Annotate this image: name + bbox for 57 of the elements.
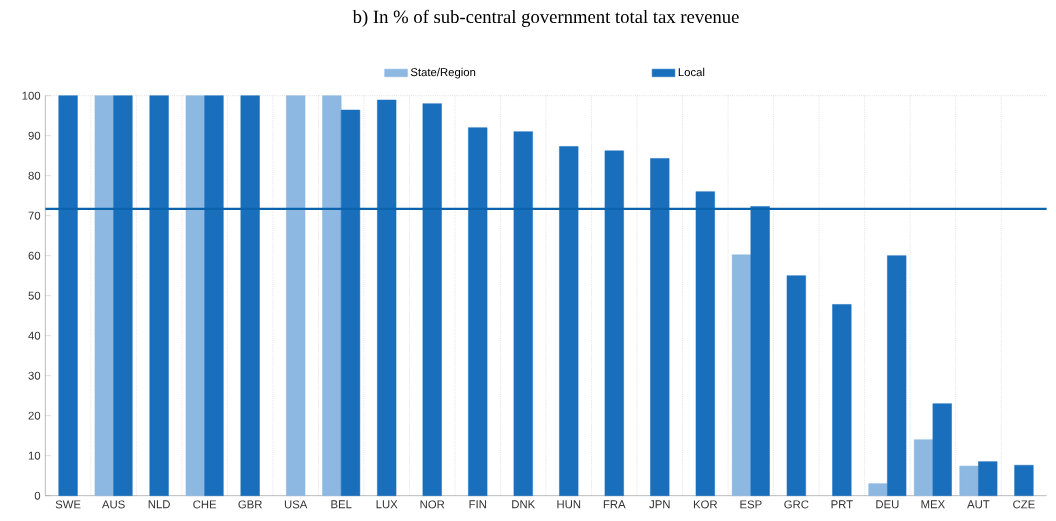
- bar: [240, 95, 260, 496]
- x-tick-label: NOR: [420, 500, 445, 509]
- bar: [1014, 464, 1034, 496]
- x-tick-label: DEU: [876, 500, 899, 509]
- bar: [149, 95, 169, 496]
- x-tick-label: AUT: [967, 500, 990, 509]
- x-tick-label: USA: [284, 500, 308, 509]
- bar: [786, 275, 806, 496]
- legend-label: State/Region: [410, 67, 476, 79]
- y-tick-label: 90: [28, 131, 41, 140]
- bar: [731, 254, 752, 496]
- x-tick-label: FIN: [469, 500, 486, 509]
- bar: [559, 146, 579, 496]
- x-tick-label: NLD: [148, 500, 170, 509]
- bar: [604, 150, 624, 496]
- x-tick-label: BEL: [331, 500, 352, 509]
- x-tick-label: KOR: [693, 500, 718, 509]
- y-tick-label: 10: [28, 451, 41, 460]
- chart-title: b) In % of sub-central government total tax revenue: [352, 9, 739, 27]
- x-tick-label: AUS: [101, 500, 125, 509]
- y-tick-label: 30: [28, 371, 41, 380]
- bar: [868, 483, 888, 496]
- x-tick-label: MEX: [921, 500, 945, 509]
- y-tick-label: 40: [28, 331, 41, 340]
- x-tick-label: FRA: [603, 500, 626, 509]
- x-tick-label: ESP: [740, 500, 762, 509]
- y-tick-label: 0: [34, 491, 41, 500]
- bar: [58, 95, 78, 496]
- bar: [185, 95, 205, 496]
- bar: [468, 127, 488, 496]
- x-tick-label: DNK: [512, 500, 536, 509]
- x-tick-label: JPN: [649, 500, 670, 509]
- bar: [913, 439, 934, 496]
- y-tick-label: 60: [28, 251, 41, 260]
- y-tick-label: 50: [28, 291, 41, 300]
- bar: [94, 95, 114, 496]
- x-tick-label: CHE: [193, 500, 217, 509]
- bar: [832, 304, 852, 496]
- x-tick-label: LUX: [376, 500, 398, 509]
- bar: [650, 158, 670, 496]
- x-tick-label: GRC: [784, 500, 809, 509]
- y-tick-label: 100: [22, 91, 41, 100]
- bar: [322, 95, 342, 496]
- bar: [695, 191, 715, 496]
- x-tick-label: HUN: [557, 500, 581, 509]
- bar: [513, 131, 533, 496]
- x-tick-label: GBR: [238, 500, 262, 509]
- x-tick-label: SWE: [55, 500, 81, 509]
- y-tick-label: 20: [28, 411, 41, 420]
- y-tick-label: 80: [28, 171, 41, 180]
- legend-label: Local: [678, 67, 705, 77]
- bar: [377, 99, 397, 496]
- bar: [422, 103, 442, 496]
- y-tick-label: 70: [28, 211, 41, 220]
- x-tick-label: PRT: [831, 500, 853, 509]
- bar: [959, 465, 979, 496]
- x-tick-label: CZE: [1013, 500, 1035, 509]
